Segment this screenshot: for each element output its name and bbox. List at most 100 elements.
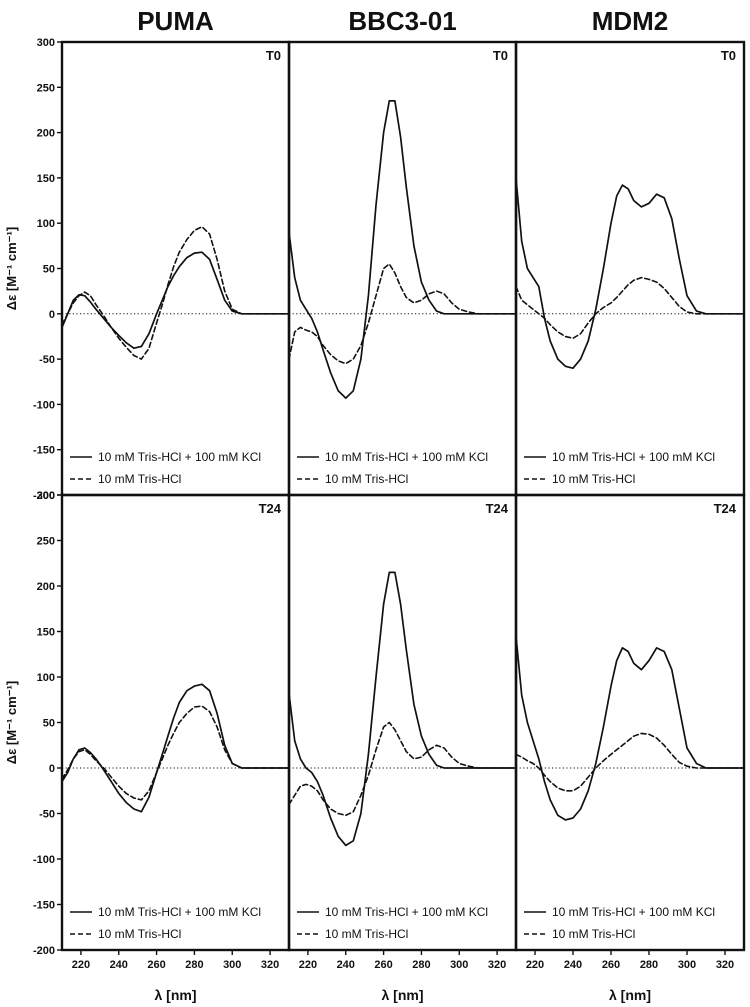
series-line-kcl (62, 251, 289, 350)
x-tick-label: 220 (526, 959, 544, 971)
column-title-mdm2: MDM2 (592, 6, 669, 36)
legend-label: 10 mM Tris-HCl + 100 mM KCl (552, 450, 715, 464)
column-title-bbc3-01: BBC3-01 (348, 6, 456, 36)
legend-label: 10 mM Tris-HCl (325, 927, 408, 941)
legend: 10 mM Tris-HCl + 100 mM KCl 10 mM Tris-HC… (297, 905, 488, 941)
time-tag: T24 (486, 501, 509, 516)
legend: 10 mM Tris-HCl + 100 mM KCl 10 mM Tris-HC… (70, 450, 261, 486)
y-tick-label: -150 (33, 900, 55, 912)
y-tick-label: 250 (37, 536, 55, 548)
y-tick-label: 50 (43, 264, 55, 276)
y-tick-label: 0 (49, 309, 55, 321)
y-tick-label: 100 (37, 672, 55, 684)
x-tick-label: 220 (72, 959, 90, 971)
x-tick-label: 320 (261, 959, 279, 971)
x-axis-title: λ [nm] (382, 987, 424, 1003)
y-tick-label: 300 (37, 37, 55, 49)
legend-label: 10 mM Tris-HCl (325, 472, 408, 486)
x-tick-label: 220 (299, 959, 317, 971)
y-tick-label: 200 (37, 581, 55, 593)
panel-frame (60, 40, 291, 497)
y-tick-label: -100 (33, 854, 55, 866)
series-line-kcl (289, 571, 516, 847)
y-tick-label: -50 (39, 354, 55, 366)
panel-frame (514, 493, 746, 952)
x-tick-label: 280 (640, 959, 658, 971)
y-tick-label: -150 (33, 445, 55, 457)
x-tick-label: 260 (602, 959, 620, 971)
series-line-tris (62, 226, 289, 360)
panel-frame (287, 493, 518, 952)
y-axis-title: Δε [M⁻¹ cm⁻¹] (4, 681, 19, 764)
x-tick-label: 320 (716, 959, 734, 971)
legend-label: 10 mM Tris-HCl + 100 mM KCl (552, 905, 715, 919)
panel-frame (514, 40, 746, 497)
series-line-tris (62, 705, 289, 801)
y-tick-label: 150 (37, 173, 55, 185)
legend-label: 10 mM Tris-HCl + 100 mM KCl (98, 905, 261, 919)
panel-frame (287, 40, 518, 497)
y-tick-label: 100 (37, 218, 55, 230)
series-line-tris (289, 263, 516, 365)
legend-label: 10 mM Tris-HCl + 100 mM KCl (98, 450, 261, 464)
panel-frame (60, 493, 291, 952)
time-tag: T0 (266, 48, 281, 63)
legend-label: 10 mM Tris-HCl (552, 927, 635, 941)
column-titles: PUMA BBC3-01 MDM2 (137, 6, 668, 36)
y-tick-label: -200 (33, 945, 55, 957)
series-line-kcl (516, 177, 744, 370)
x-tick-label: 260 (147, 959, 165, 971)
legend: 10 mM Tris-HCl + 100 mM KCl 10 mM Tris-HC… (297, 450, 488, 486)
y-tick-label: 0 (49, 763, 55, 775)
x-tick-label: 300 (223, 959, 241, 971)
time-tag: T0 (721, 48, 736, 63)
legend: 10 mM Tris-HCl + 100 mM KCl 10 mM Tris-HC… (524, 450, 715, 486)
legend: 10 mM Tris-HCl + 100 mM KCl 10 mM Tris-HC… (70, 905, 261, 941)
y-tick-label: 50 (43, 718, 55, 730)
legend: 10 mM Tris-HCl + 100 mM KCl 10 mM Tris-HC… (524, 905, 715, 941)
x-tick-label: 240 (110, 959, 128, 971)
y-tick-label: -100 (33, 399, 55, 411)
series-line-kcl (516, 635, 744, 821)
y-tick-label: 300 (37, 490, 55, 502)
y-tick-label: 200 (37, 128, 55, 140)
x-axis-title: λ [nm] (155, 987, 197, 1003)
x-tick-label: 300 (678, 959, 696, 971)
series-line-kcl (62, 683, 289, 813)
series-line-tris (516, 732, 744, 792)
y-tick-label: 150 (37, 627, 55, 639)
x-tick-label: 300 (450, 959, 468, 971)
legend-label: 10 mM Tris-HCl + 100 mM KCl (325, 905, 488, 919)
x-axis-title: λ [nm] (609, 987, 651, 1003)
time-tag: T24 (714, 501, 737, 516)
y-tick-label: 250 (37, 82, 55, 94)
x-tick-label: 240 (564, 959, 582, 971)
x-tick-label: 320 (488, 959, 506, 971)
series-line-kcl (289, 100, 516, 399)
legend-label: 10 mM Tris-HCl (98, 927, 181, 941)
x-tick-label: 280 (412, 959, 430, 971)
series-line-tris (289, 721, 516, 817)
legend-label: 10 mM Tris-HCl + 100 mM KCl (325, 450, 488, 464)
legend-label: 10 mM Tris-HCl (552, 472, 635, 486)
y-tick-label: -200 (33, 490, 55, 502)
x-tick-label: 260 (374, 959, 392, 971)
legend-label: 10 mM Tris-HCl (98, 472, 181, 486)
time-tag: T0 (493, 48, 508, 63)
y-axes: -200 -150 -100 -50 0 50 100 150 200 250 300 Δε [M⁻¹… (4, 37, 62, 957)
time-tag: T24 (259, 501, 282, 516)
series-line-tris (516, 276, 744, 340)
y-tick-label: -50 (39, 809, 55, 821)
x-tick-label: 240 (337, 959, 355, 971)
x-axes: 220 240 260 280 300 320 λ [nm] 220 240 260 280 300 3… (72, 950, 734, 1003)
y-axis-title: Δε [M⁻¹ cm⁻¹] (4, 227, 19, 310)
x-tick-label: 280 (185, 959, 203, 971)
